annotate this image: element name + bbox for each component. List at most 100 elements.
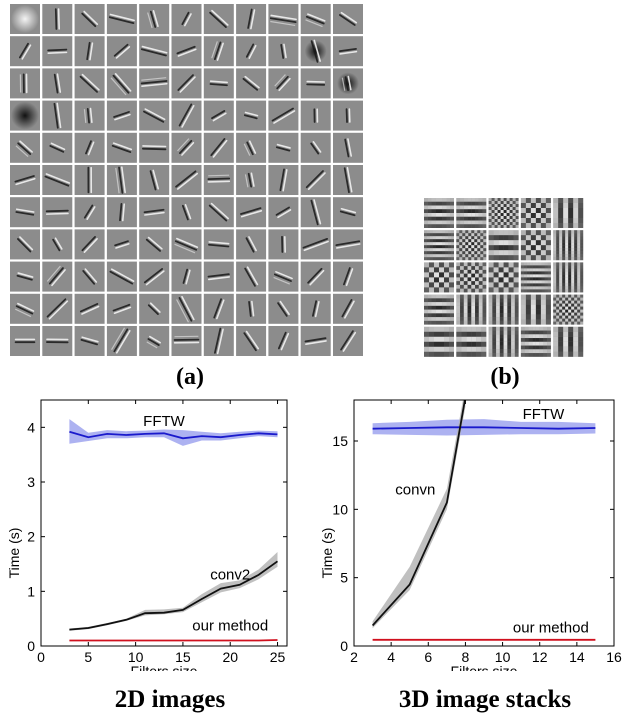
y-tick-label: 1 xyxy=(27,583,35,599)
filter-cell xyxy=(74,36,105,67)
filter-cell-3d xyxy=(520,198,551,228)
filter-cell-3d xyxy=(488,230,519,261)
filter-cell-3d xyxy=(553,230,584,261)
x-tick-label: 16 xyxy=(606,649,622,665)
filter-cell xyxy=(236,68,267,99)
filter-cell xyxy=(10,36,40,67)
filter-cell xyxy=(333,197,363,228)
filter-cell-3d xyxy=(424,262,454,293)
filter-cell-3d xyxy=(553,198,584,228)
x-tick-label: 8 xyxy=(462,649,470,665)
filter-cell xyxy=(236,197,267,228)
filter-cell xyxy=(10,326,40,356)
filter-cell xyxy=(236,36,267,67)
panel-a-label: (a) xyxy=(176,364,204,390)
filter-cell xyxy=(106,100,137,131)
x-tick-label: 15 xyxy=(175,649,191,665)
filter-cell xyxy=(268,261,299,292)
y-tick-label: 0 xyxy=(340,638,348,654)
filter-cell xyxy=(333,229,363,260)
filter-cell xyxy=(333,326,363,356)
filter-cell-3d xyxy=(456,262,487,293)
filter-cell xyxy=(300,4,331,34)
filter-cell xyxy=(74,132,105,163)
filter-cell xyxy=(268,197,299,228)
filter-cell-3d xyxy=(488,326,519,357)
filter-cell-3d xyxy=(520,294,551,325)
filter-cell-3d xyxy=(520,230,551,261)
filter-cell xyxy=(74,100,105,131)
filter-cell xyxy=(268,36,299,67)
filter-cell-3d xyxy=(520,262,551,293)
filter-cell-3d xyxy=(553,294,584,325)
filter-cell-3d xyxy=(488,198,519,228)
filter-cell xyxy=(203,229,234,260)
filter-cell xyxy=(236,261,267,292)
x-axis-label: Filters size xyxy=(131,663,198,671)
filter-cell-3d xyxy=(553,326,584,357)
filter-cell xyxy=(139,4,170,34)
series-label: conv2 xyxy=(210,566,250,583)
series-label: convn xyxy=(395,481,435,498)
filter-cell xyxy=(171,100,202,131)
y-axis-label: Time (s) xyxy=(319,528,335,579)
series-line-1 xyxy=(371,400,466,627)
series-line-1 xyxy=(69,560,279,631)
filter-cell xyxy=(42,293,73,324)
chart-caption-2d: 2D images xyxy=(114,686,226,713)
filter-cell xyxy=(268,100,299,131)
x-tick-label: 10 xyxy=(128,649,144,665)
filter-cell-3d xyxy=(424,230,454,261)
y-tick-label: 2 xyxy=(27,529,35,545)
filter-cell xyxy=(333,293,363,324)
filter-cell xyxy=(268,132,299,163)
filter-cell xyxy=(203,326,234,356)
filter-cell xyxy=(236,229,267,260)
filter-cell xyxy=(203,4,234,34)
y-tick-label: 0 xyxy=(27,638,35,654)
filter-cell xyxy=(171,197,202,228)
filter-cell xyxy=(171,132,202,163)
filter-cell xyxy=(42,326,73,356)
x-tick-label: 6 xyxy=(424,649,432,665)
filter-cell xyxy=(236,165,267,195)
filter-cell-3d xyxy=(424,198,454,228)
series-line-2 xyxy=(69,639,278,642)
filter-cell xyxy=(300,261,331,292)
x-tick-label: 2 xyxy=(350,649,358,665)
x-tick-label: 25 xyxy=(270,649,286,665)
filter-cell xyxy=(10,68,40,99)
filter-cell xyxy=(74,4,105,34)
series-label: FFTW xyxy=(143,413,185,430)
filter-cell xyxy=(268,68,299,99)
filter-cell xyxy=(139,132,170,163)
filter-cell-3d xyxy=(520,326,551,357)
filter-cell xyxy=(203,165,234,195)
filter-cell xyxy=(10,261,40,292)
filter-cell xyxy=(10,165,40,195)
y-tick-label: 10 xyxy=(332,501,348,517)
filter-cell xyxy=(106,36,137,67)
filter-cell xyxy=(74,326,105,356)
filter-cell xyxy=(203,261,234,292)
series-label: our method xyxy=(513,619,589,636)
filter-cell-3d xyxy=(456,230,487,261)
filter-cell xyxy=(139,165,170,195)
filter-cell xyxy=(203,197,234,228)
filter-cell xyxy=(106,326,137,356)
x-axis-label: Filters size xyxy=(451,663,518,671)
filter-cell xyxy=(203,36,234,67)
filter-cell xyxy=(171,36,202,67)
y-tick-label: 15 xyxy=(332,433,348,449)
filter-cell xyxy=(42,165,73,195)
filter-cell xyxy=(42,197,73,228)
series-label: our method xyxy=(192,618,268,635)
filter-cell xyxy=(10,293,40,324)
filter-cell-3d xyxy=(553,262,584,293)
filter-cell xyxy=(10,4,40,34)
filter-cell xyxy=(139,229,170,260)
filter-cell xyxy=(74,229,105,260)
filter-cell xyxy=(106,68,137,99)
filter-cell xyxy=(236,100,267,131)
filter-cell xyxy=(268,326,299,356)
